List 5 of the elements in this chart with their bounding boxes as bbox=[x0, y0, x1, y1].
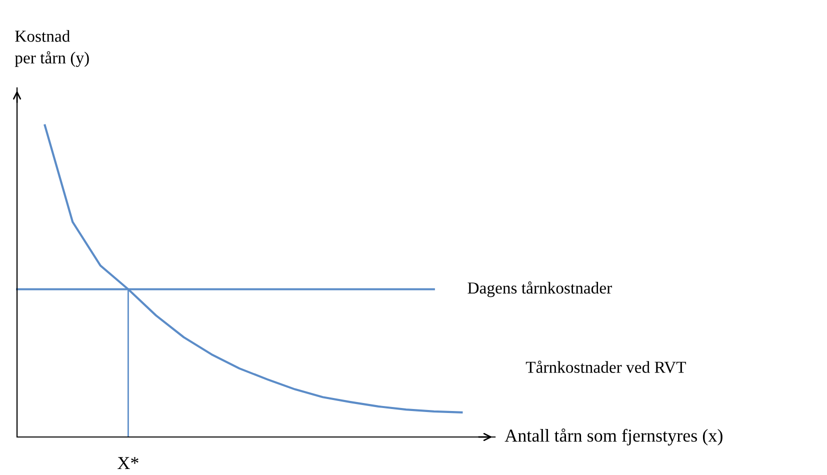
text: Tårnkostnader ved RVT bbox=[526, 360, 686, 373]
x-axis-title: Antall tårn som fjernstyres (x) bbox=[504, 428, 722, 446]
text: Dagens tårnkostnader bbox=[468, 281, 612, 298]
text: X* bbox=[118, 457, 138, 469]
y-axis-title: Kostnad per tårn (y) bbox=[14, 30, 89, 67]
